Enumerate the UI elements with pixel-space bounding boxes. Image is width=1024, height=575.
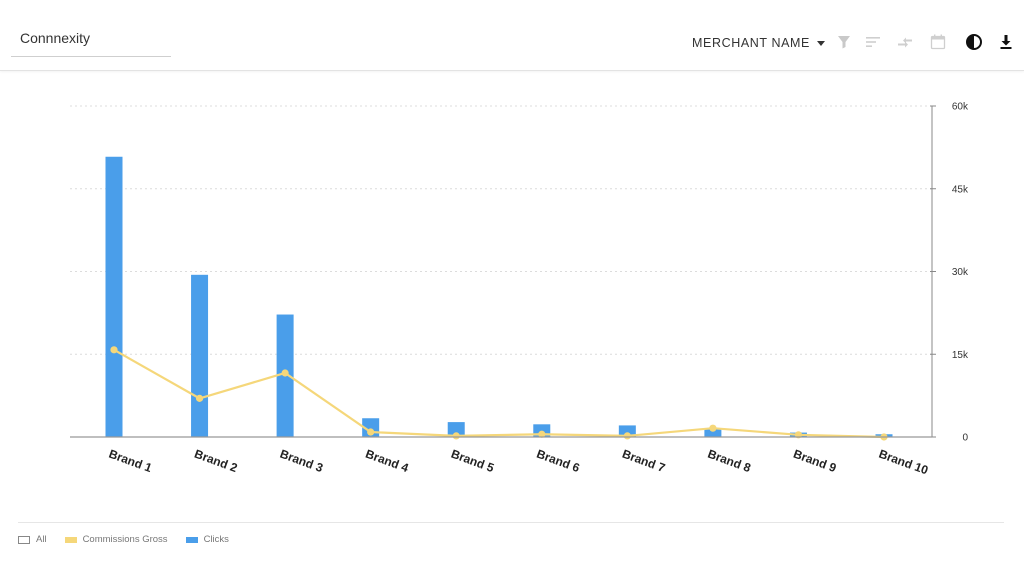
x-axis: Brand 1 Brand 2 Brand 3 Brand 4 Brand 5 Brand… [107,447,930,478]
legend-swatch-all [18,535,30,544]
clicks-bars [105,156,893,437]
commissions-line [110,346,888,441]
legend-item-all[interactable]: All [18,534,47,545]
caret-down-icon [817,40,825,46]
dashboard-title-field[interactable]: Connnexity [11,28,171,57]
legend-label-clicks: Clicks [203,534,229,545]
x-tick-label: Brand 4 [364,447,411,476]
x-tick-label: Brand 9 [791,447,838,476]
legend-item-clicks[interactable]: Clicks [185,534,229,545]
point-commissions-gross[interactable] [623,432,631,440]
dimension-select-label: MERCHANT NAME [692,36,810,50]
sort-icon[interactable] [864,33,882,51]
toolbar: Connnexity MERCHANT NAME [0,0,1024,71]
legend-item-commissions[interactable]: Commissions Gross [64,534,168,545]
filter-icon[interactable] [835,33,853,51]
legend-divider [18,522,1004,523]
calendar-icon[interactable] [929,33,947,51]
x-tick-label: Brand 8 [706,447,753,476]
x-tick-label: Brand 1 [107,447,154,476]
x-tick-label: Brand 3 [278,447,325,476]
point-commissions-gross[interactable] [538,430,546,438]
x-tick-label: Brand 5 [449,447,496,476]
bar-clicks[interactable] [447,422,465,437]
theme-contrast-icon[interactable] [965,33,983,51]
y-tick-label: 0 [962,433,968,444]
compare-icon[interactable] [896,33,914,51]
y-tick-label: 30k [952,267,969,278]
point-commissions-gross[interactable] [452,432,460,440]
point-commissions-gross[interactable] [110,346,118,354]
bar-clicks[interactable] [191,274,209,437]
bar-clicks[interactable] [105,156,123,437]
y-tick-label: 45k [952,184,969,195]
x-tick-label: Brand 10 [877,447,930,478]
point-commissions-gross[interactable] [281,369,289,377]
bar-clicks[interactable] [704,428,722,437]
legend-swatch-commissions [64,536,77,543]
y-tick-label: 15k [952,350,969,361]
x-tick-label: Brand 7 [620,447,667,476]
point-commissions-gross[interactable] [195,394,204,402]
legend: All Commissions Gross Clicks [18,534,247,545]
dashboard-title[interactable]: Connnexity [20,30,91,46]
download-icon[interactable] [997,33,1015,51]
x-tick-label: Brand 6 [535,447,582,476]
dimension-select[interactable]: MERCHANT NAME [692,34,825,52]
y-tick-label: 60k [952,102,969,113]
x-tick-label: Brand 2 [193,447,240,476]
legend-swatch-clicks [185,536,198,543]
y-axis: 0 15k 30k 45k 60k [70,102,969,444]
line-commissions-gross [113,348,885,439]
gridlines [70,105,932,355]
bar-clicks[interactable] [618,425,636,437]
point-commissions-gross[interactable] [709,424,717,432]
point-commissions-gross[interactable] [367,428,375,436]
legend-label-commissions: Commissions Gross [82,534,168,545]
legend-label-all: All [36,534,47,545]
